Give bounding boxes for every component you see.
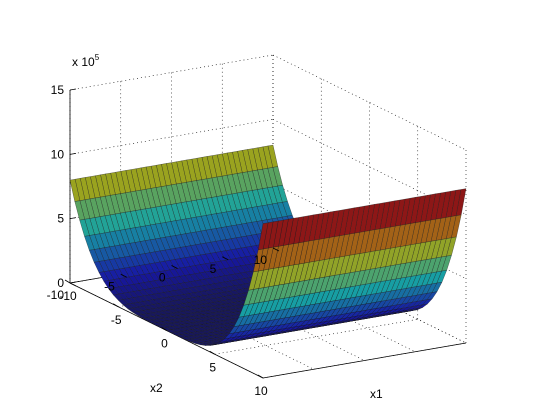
- y-tick-mark: [69, 282, 77, 287]
- z-tick-mark: [69, 217, 77, 220]
- y-tick-label: -10: [47, 288, 65, 302]
- y-tick-label: -5: [104, 279, 115, 293]
- y-tick-label: 5: [210, 262, 217, 276]
- x-tick-mark: [64, 279, 71, 284]
- z-tick-mark: [69, 152, 77, 155]
- x-tick-label: 0: [161, 337, 168, 351]
- y-tick-mark: [120, 273, 127, 278]
- y-tick-label: 10: [254, 253, 268, 267]
- y-tick-mark: [222, 256, 229, 261]
- x-axis-line-right: [262, 342, 467, 379]
- surface-mesh: [69, 144, 467, 346]
- z-tick-label: 15: [51, 83, 65, 97]
- x-tick-mark: [209, 350, 215, 355]
- y-tick-mark: [171, 265, 178, 269]
- axis-labels: x 105 x1 x2: [72, 53, 383, 401]
- z-tick-mark: [69, 88, 77, 91]
- y-tick-mark: [272, 247, 280, 252]
- z-tick-mark: [69, 281, 77, 284]
- x-axis-label: x1: [370, 387, 383, 401]
- z-tick-label: 5: [57, 212, 64, 226]
- y-axis-label: x2: [150, 381, 163, 395]
- z-tick-label: 0: [57, 276, 64, 290]
- x-tick-label: -5: [111, 313, 122, 327]
- y-tick-label: 0: [159, 271, 166, 285]
- surface-cell: [166, 329, 177, 334]
- x-tick-label: -10: [59, 289, 77, 303]
- x-tick-label: 5: [209, 360, 216, 374]
- x-tick-mark: [161, 327, 167, 331]
- axis-ticks: 0 5 10 15 -10 -5 0 5 10 10 5 0 -5 -10: [47, 83, 280, 398]
- x-tick-mark: [257, 374, 264, 379]
- z-tick-label: 10: [51, 147, 65, 161]
- x-tick-mark: [113, 303, 119, 308]
- z-multiplier-label: x 105: [72, 53, 100, 69]
- x-tick-label: 10: [254, 384, 268, 398]
